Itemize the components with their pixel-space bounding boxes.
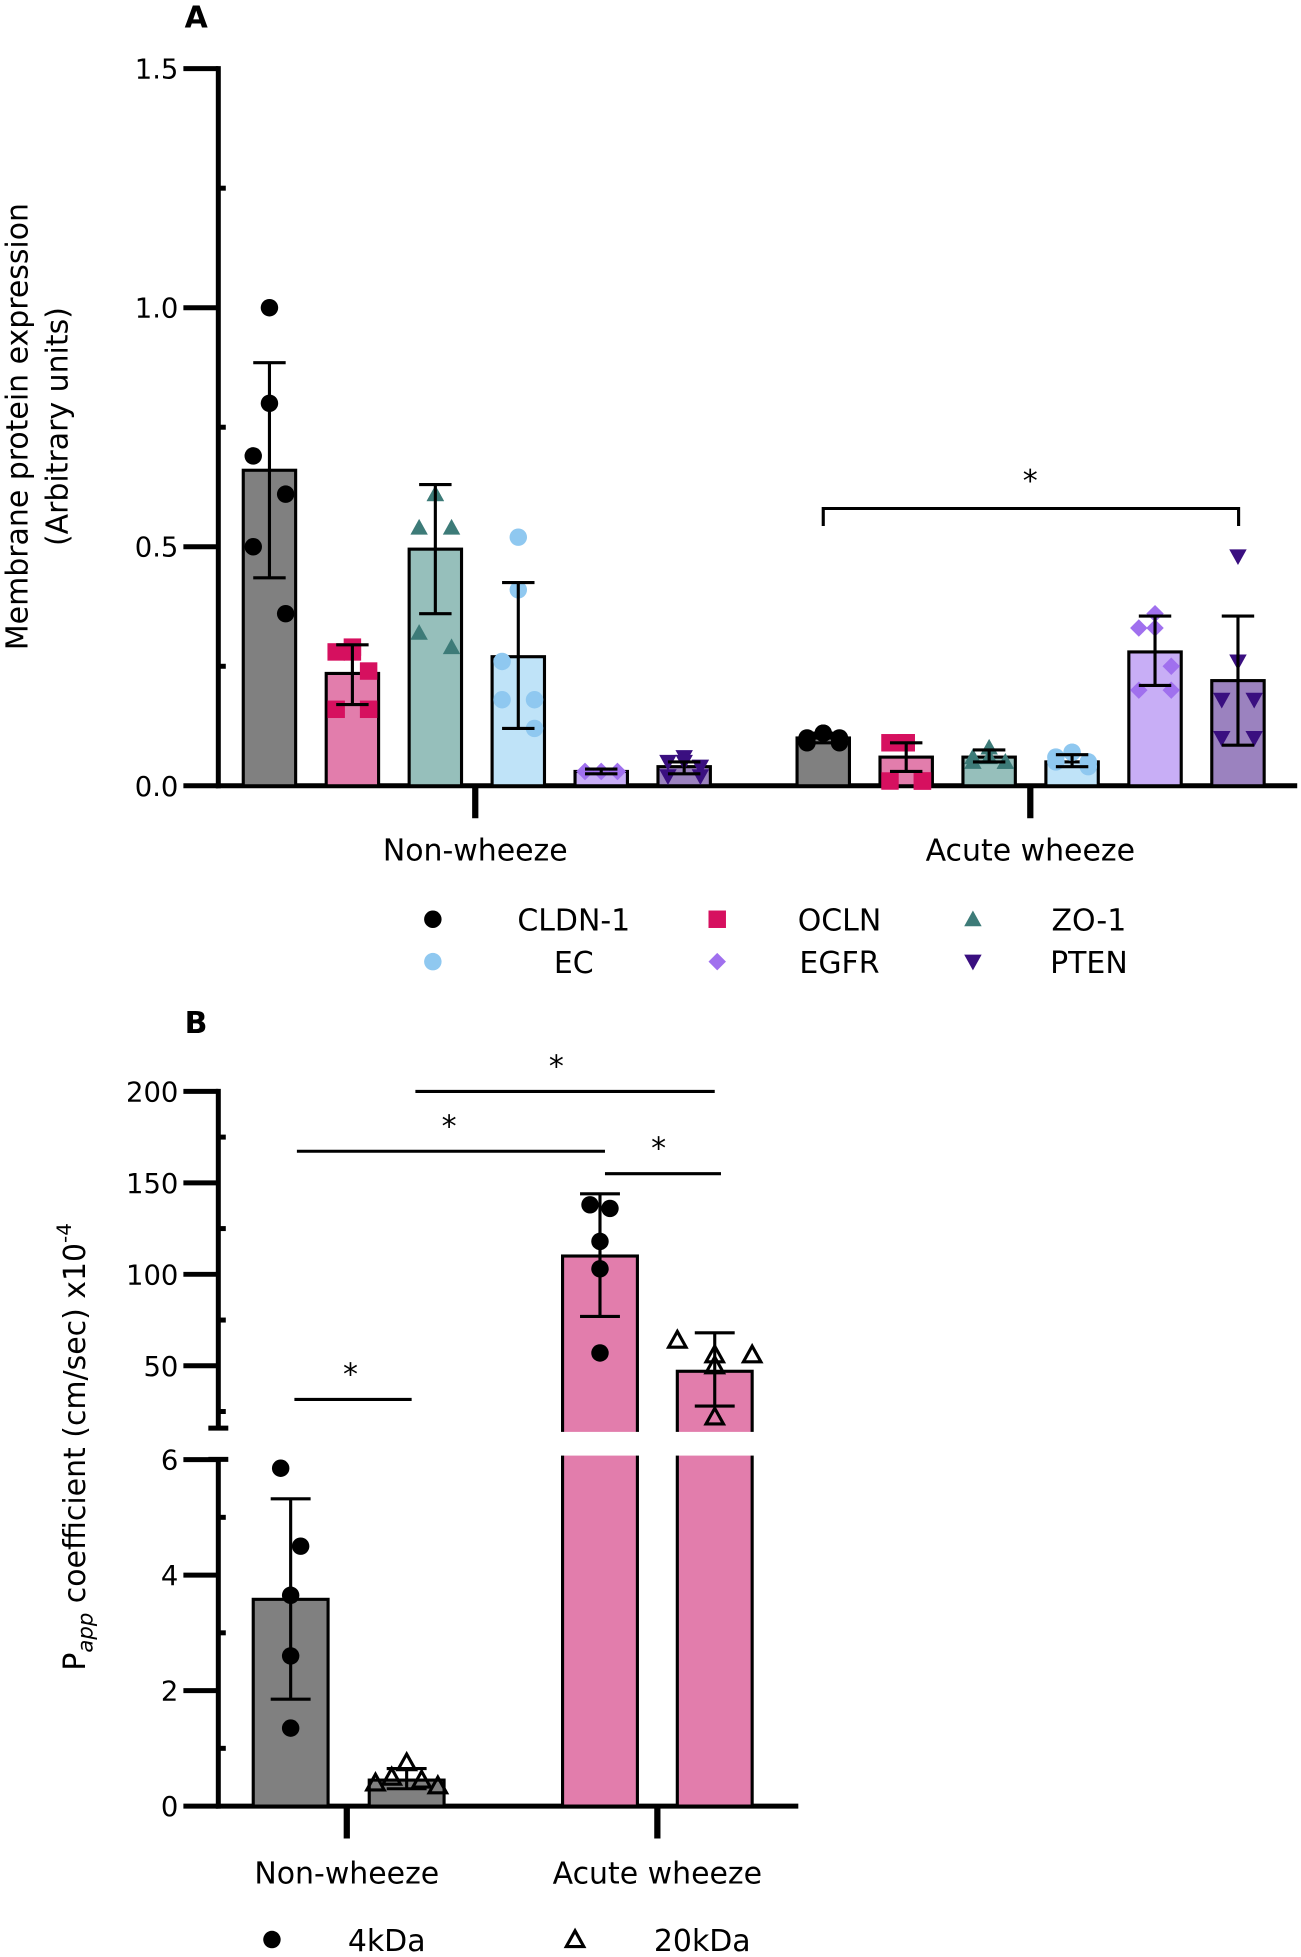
y-axis-label-line1: Membrane protein expression <box>0 203 35 650</box>
data-point <box>665 1328 689 1349</box>
data-point <box>703 1405 727 1426</box>
data-point <box>426 1773 450 1795</box>
legend-marker-20kda <box>563 1927 587 1949</box>
axis-break-gap <box>673 1431 756 1456</box>
panel-a-chart: 0.0 0.5 1.0 1.5 Membrane protein expression(… <box>0 55 1298 981</box>
data-point <box>576 762 594 781</box>
data-point <box>493 691 511 709</box>
y-tick-label: 150 <box>126 1169 178 1200</box>
data-point <box>1130 619 1148 637</box>
data-point <box>364 1771 387 1792</box>
legend-label: EC <box>554 946 594 981</box>
data-point <box>740 1342 764 1364</box>
data-point <box>244 538 262 556</box>
data-point <box>410 518 428 535</box>
legend-marker-ec <box>424 952 442 971</box>
data-point <box>608 762 627 781</box>
legend-marker-cldn-1 <box>424 910 442 928</box>
panel-a-label: A <box>185 0 209 35</box>
data-point <box>913 772 932 790</box>
y-axis-label-part: coefficient (cm/sec) x10 <box>58 1243 93 1613</box>
bar-egfr <box>1127 650 1183 788</box>
y-tick-label: 50 <box>143 1352 178 1383</box>
significance-star: * <box>651 1132 666 1167</box>
y-axis-label-part: app <box>72 1613 97 1653</box>
legend-label: CLDN-1 <box>517 903 630 938</box>
data-point <box>281 1719 300 1737</box>
legend-label: ZO-1 <box>1052 903 1127 938</box>
y-tick-label: 2 <box>161 1677 178 1708</box>
data-point <box>260 298 279 317</box>
data-point <box>291 1537 310 1555</box>
y-tick-label: 200 <box>126 1077 178 1108</box>
y-tick-label: 100 <box>126 1260 178 1291</box>
data-point <box>493 652 511 671</box>
data-point <box>1245 692 1263 709</box>
data-point <box>1213 692 1231 709</box>
data-point <box>327 643 345 661</box>
legend-label: OCLN <box>798 903 882 938</box>
legend-marker-zo-1 <box>964 910 982 927</box>
y-tick-label: 4 <box>161 1561 178 1592</box>
y-axis-label-part: -4 <box>52 1223 76 1243</box>
significance-bracket <box>821 506 1241 526</box>
legend-marker-ocln <box>708 910 726 928</box>
y-tick-label: 0.5 <box>135 533 179 564</box>
legend-label: 4kDa <box>348 1924 426 1957</box>
data-point <box>1213 731 1231 747</box>
significance-star: * <box>343 1357 358 1392</box>
legend-marker-egfr <box>708 952 726 971</box>
data-point <box>276 604 295 623</box>
data-point <box>1079 757 1098 776</box>
data-point <box>881 772 899 790</box>
legend-label: 20kDa <box>654 1924 751 1957</box>
data-point <box>1229 549 1247 566</box>
x-category-label: Non-wheeze <box>254 1856 439 1891</box>
data-point <box>601 1199 619 1218</box>
data-point <box>1245 731 1263 747</box>
significance-star: * <box>442 1109 457 1144</box>
data-point <box>276 485 295 503</box>
data-point <box>525 691 544 709</box>
y-axis-label-part: P <box>58 1653 93 1671</box>
data-point <box>442 518 461 535</box>
panel-b-chart: 50 100 150 200 0 2 4 6 Papp coefficient (cm/sec)… <box>52 1049 799 1957</box>
legend-marker-pten <box>964 954 982 971</box>
x-category-label: Acute wheeze <box>926 834 1135 869</box>
data-point <box>691 759 710 776</box>
y-tick-label: 6 <box>161 1446 178 1477</box>
y-tick-label: 1.0 <box>135 294 179 325</box>
data-point <box>581 1196 599 1214</box>
data-point <box>659 754 677 771</box>
x-category-label: Acute wheeze <box>553 1856 762 1891</box>
data-point <box>410 1768 434 1789</box>
legend-marker-4kda <box>263 1930 281 1949</box>
legend-label: PTEN <box>1050 946 1128 981</box>
y-tick-label: 0 <box>161 1792 178 1823</box>
bar-4kda <box>561 1254 639 1808</box>
x-category-label: Non-wheeze <box>383 834 568 869</box>
data-point <box>271 1459 290 1477</box>
data-point <box>525 719 544 738</box>
legend-label: EGFR <box>799 946 879 981</box>
y-axis-label: Papp coefficient (cm/sec) x10-4 <box>52 1223 97 1671</box>
data-point <box>442 638 461 655</box>
y-tick-label: 0.0 <box>135 772 179 803</box>
data-point <box>509 528 528 546</box>
data-point <box>591 1344 609 1362</box>
significance-star: * <box>1023 464 1038 499</box>
panel-b-label: B <box>185 1006 208 1041</box>
y-axis-label-line2: (Arbitrary units) <box>40 307 75 546</box>
significance-star: * <box>549 1049 564 1084</box>
axis-break-gap <box>558 1431 642 1456</box>
data-point <box>244 447 262 465</box>
data-point <box>359 662 378 680</box>
data-point <box>380 1765 404 1786</box>
bar-ocln <box>324 671 381 788</box>
y-tick-label: 1.5 <box>135 55 179 86</box>
data-point <box>1063 743 1081 762</box>
data-point <box>410 624 428 640</box>
